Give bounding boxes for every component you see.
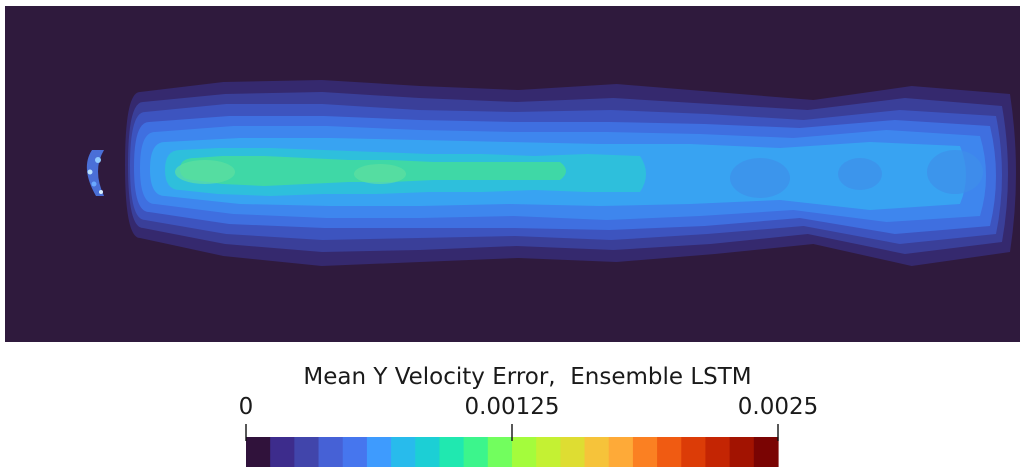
colorbar (245, 424, 779, 467)
colorbar-title: Mean Y Velocity Error, Ensemble LSTM (303, 364, 752, 390)
vortex-blob (927, 150, 983, 194)
colorbar-swatch (366, 437, 392, 467)
colorbar-swatch (681, 437, 707, 467)
vortex-blob (838, 158, 882, 190)
colorbar-swatch (560, 437, 586, 467)
colorbar-swatch (415, 437, 441, 467)
colorbar-swatch (487, 437, 513, 467)
colorbar-swatch (391, 437, 416, 467)
colorbar-swatch (657, 437, 682, 467)
colorbar-swatch (729, 437, 755, 467)
colorbar-swatch (246, 437, 271, 467)
colorbar-swatch (536, 437, 561, 467)
cylinder-edge-speckle (86, 150, 104, 196)
colorbar-swatch (608, 437, 634, 467)
vortex-blob (730, 158, 790, 198)
colorbar-swatch (632, 437, 658, 467)
colorbar-swatch (512, 437, 537, 467)
colorbar-swatch (439, 437, 465, 467)
colorbar-swatch (342, 437, 368, 467)
colorbar-swatch (753, 437, 779, 467)
error-field-contours (125, 80, 1016, 266)
vortex-blob (354, 164, 406, 184)
colorbar-swatch (463, 437, 489, 467)
colorbar-swatch (584, 437, 610, 467)
colorbar-swatch (294, 437, 320, 467)
colorbar-swatch (270, 437, 295, 467)
colorbar-swatch (705, 437, 731, 467)
colorbar-swatch (318, 437, 344, 467)
colorbar-tick-label: 0 (238, 394, 254, 420)
colorbar-tick-label: 0.00125 (464, 394, 560, 420)
colorbar-tick-label: 0.0025 (737, 394, 819, 420)
vortex-blob (175, 160, 235, 184)
